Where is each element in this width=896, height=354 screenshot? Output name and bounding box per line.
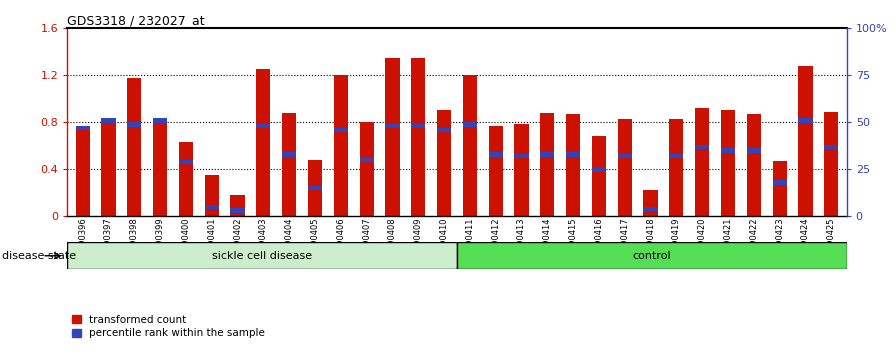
Bar — [617, 119, 632, 216]
Bar — [179, 142, 193, 216]
FancyBboxPatch shape — [457, 242, 847, 269]
Bar — [462, 122, 477, 127]
Bar — [127, 78, 142, 216]
Bar — [772, 161, 787, 216]
Bar — [746, 148, 761, 153]
Bar — [359, 158, 374, 162]
Bar — [592, 167, 606, 172]
Bar — [256, 124, 271, 129]
Text: GDS3318 / 232027_at: GDS3318 / 232027_at — [67, 14, 205, 27]
Bar — [308, 160, 322, 216]
Text: sickle cell disease: sickle cell disease — [212, 251, 312, 261]
Bar — [669, 154, 684, 159]
Bar — [437, 128, 452, 132]
Bar — [204, 205, 219, 209]
Bar — [643, 207, 658, 211]
Bar — [798, 66, 813, 216]
Bar — [695, 145, 710, 149]
Bar — [101, 119, 116, 216]
Bar — [411, 58, 426, 216]
Bar — [540, 152, 555, 156]
Bar — [153, 118, 168, 123]
Bar — [824, 112, 839, 216]
Bar — [101, 118, 116, 123]
Bar — [75, 126, 90, 130]
Text: control: control — [633, 251, 671, 261]
Bar — [153, 120, 168, 216]
Bar — [256, 69, 271, 216]
Bar — [359, 122, 374, 216]
Bar — [488, 152, 503, 156]
Bar — [566, 114, 581, 216]
Bar — [721, 110, 735, 216]
Bar — [669, 119, 684, 216]
Bar — [179, 160, 193, 164]
Bar — [282, 152, 297, 156]
Bar — [592, 136, 606, 216]
Bar — [282, 113, 297, 216]
Bar — [566, 152, 581, 156]
Bar — [540, 113, 555, 216]
Bar — [772, 180, 787, 185]
Bar — [333, 75, 348, 216]
Bar — [617, 154, 632, 159]
Bar — [127, 122, 142, 127]
Bar — [204, 175, 219, 216]
Bar — [333, 128, 348, 132]
Bar — [385, 124, 400, 129]
Bar — [488, 126, 503, 216]
Bar — [385, 58, 400, 216]
Bar — [514, 125, 529, 216]
Bar — [411, 124, 426, 129]
Bar — [695, 108, 710, 216]
FancyBboxPatch shape — [67, 242, 457, 269]
Bar — [514, 154, 529, 159]
Bar — [437, 110, 452, 216]
Bar — [746, 114, 761, 216]
Text: disease state: disease state — [2, 251, 76, 261]
Bar — [798, 118, 813, 123]
Bar — [643, 190, 658, 216]
Bar — [462, 75, 477, 216]
Bar — [230, 195, 245, 216]
Bar — [721, 148, 735, 153]
Bar — [308, 186, 322, 190]
Bar — [230, 209, 245, 213]
Bar — [824, 145, 839, 149]
Legend: transformed count, percentile rank within the sample: transformed count, percentile rank withi… — [73, 315, 265, 338]
Bar — [75, 126, 90, 216]
